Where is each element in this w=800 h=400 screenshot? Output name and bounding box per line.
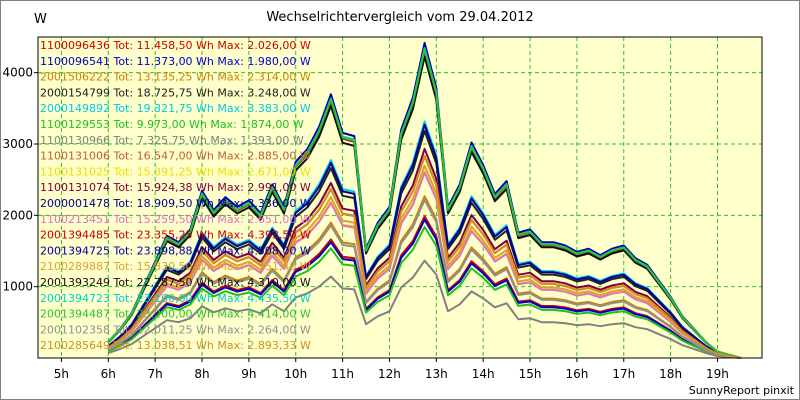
legend-entry-1100131074: 1100131074 Tot: 15.924,38 Wh Max: 2.991,…	[40, 181, 311, 194]
x-tick-label: 6h	[101, 367, 116, 381]
legend-entry-1100131025: 1100131025 Tot: 15.391,25 Wh Max: 2.671,…	[40, 165, 311, 178]
legend-entry-2000001478: 2000001478 Tot: 18.909,50 Wh Max: 3.336,…	[40, 197, 311, 210]
x-tick-label: 13h	[425, 367, 448, 381]
legend-entry-2001102358: 2001102358 Tot: 12.011,25 Wh Max: 2.264,…	[40, 323, 311, 336]
series-line-1100096541	[107, 218, 742, 359]
x-tick-label: 9h	[241, 367, 256, 381]
y-tick-label: 2000	[2, 208, 33, 222]
x-tick-label: 5h	[54, 367, 69, 381]
legend-entry-2000154799: 2000154799 Tot: 18.725,75 Wh Max: 3.248,…	[40, 86, 311, 99]
x-tick-label: 19h	[706, 367, 729, 381]
legend-entry-1100096436: 1100096436 Tot: 11.458,50 Wh Max: 2.026,…	[40, 39, 311, 52]
x-tick-label: 14h	[472, 367, 495, 381]
chart-title: Wechselrichtervergleich vom 29.04.2012	[266, 10, 534, 25]
x-tick-label: 17h	[612, 367, 635, 381]
legend-entry-2001393249: 2001393249 Tot: 22.787,50 Wh Max: 4.310,…	[40, 276, 311, 289]
series-line-2001102358	[107, 198, 742, 359]
x-tick-label: 12h	[378, 367, 401, 381]
legend-entry-2001394723: 2001394723 Tot: 23.100,00 Wh Max: 4.435,…	[40, 292, 311, 305]
series-line-2000001478	[107, 123, 742, 359]
x-tick-label: 8h	[194, 367, 209, 381]
series-line-2001394725	[107, 41, 742, 359]
series-line-1100131074	[107, 147, 742, 359]
series-line-2000154799	[107, 129, 742, 359]
legend-entry-1100096541: 1100096541 Tot: 11.373,00 Wh Max: 1.980,…	[40, 55, 311, 68]
legend-entry-2100289887: 2100289887 Tot: 15.830,50 Wh Max: 2.751,…	[40, 260, 311, 273]
x-tick-label: 15h	[519, 367, 542, 381]
legend-entry-2001506222: 2001506222 Tot: 13.135,25 Wh Max: 2.314,…	[40, 71, 311, 84]
y-tick-label: 3000	[2, 137, 33, 151]
x-tick-label: 7h	[148, 367, 163, 381]
series-line-1100213451	[107, 171, 742, 359]
legend-entry-1100130966: 1100130966 Tot: 7.325,75 Wh Max: 1.393,0…	[40, 134, 304, 147]
x-tick-label: 10h	[284, 367, 307, 381]
series-line-2100289887	[107, 164, 742, 359]
x-tick-label: 18h	[659, 367, 682, 381]
y-tick-label: 1000	[2, 280, 33, 294]
y-axis-unit: W	[34, 12, 47, 27]
legend-entry-2001394485: 2001394485 Tot: 23.355,25 Wh Max: 4.393,…	[40, 229, 311, 242]
series-line-1100129553	[107, 226, 742, 359]
chart-footer: SunnyReport pinxit	[688, 384, 794, 397]
y-tick-label: 4000	[2, 66, 33, 80]
x-tick-label: 16h	[565, 367, 588, 381]
legend-entry-1100131006: 1100131006 Tot: 16.547,00 Wh Max: 2.885,…	[40, 150, 311, 163]
legend-entry-2000149892: 2000149892 Tot: 19.321,75 Wh Max: 3.383,…	[40, 102, 311, 115]
legend-entry-2001394487: 2001394487 Tot: 23.200,00 Wh Max: 4.414,…	[40, 308, 311, 321]
series-line-2001393249	[107, 55, 742, 359]
plot-border	[37, 36, 763, 359]
legend-entry-2100285649: 2100285649 Tot: 13.038,51 Wh Max: 2.893,…	[40, 339, 311, 352]
legend-entry-1100213451: 1100213451 Tot: 15.259,50 Wh Max: 2.651,…	[40, 213, 311, 226]
x-tick-label: 11h	[331, 367, 354, 381]
legend-entry-2001394725: 2001394725 Tot: 23.898,88 Wh Max: 4.508,…	[40, 244, 311, 257]
series-line-1100130966	[107, 259, 741, 359]
series-line-2001394487	[107, 48, 742, 359]
legend-entry-1100129553: 1100129553 Tot: 9.973,00 Wh Max: 1.874,0…	[40, 118, 304, 131]
series-line-2100285649	[107, 154, 742, 359]
